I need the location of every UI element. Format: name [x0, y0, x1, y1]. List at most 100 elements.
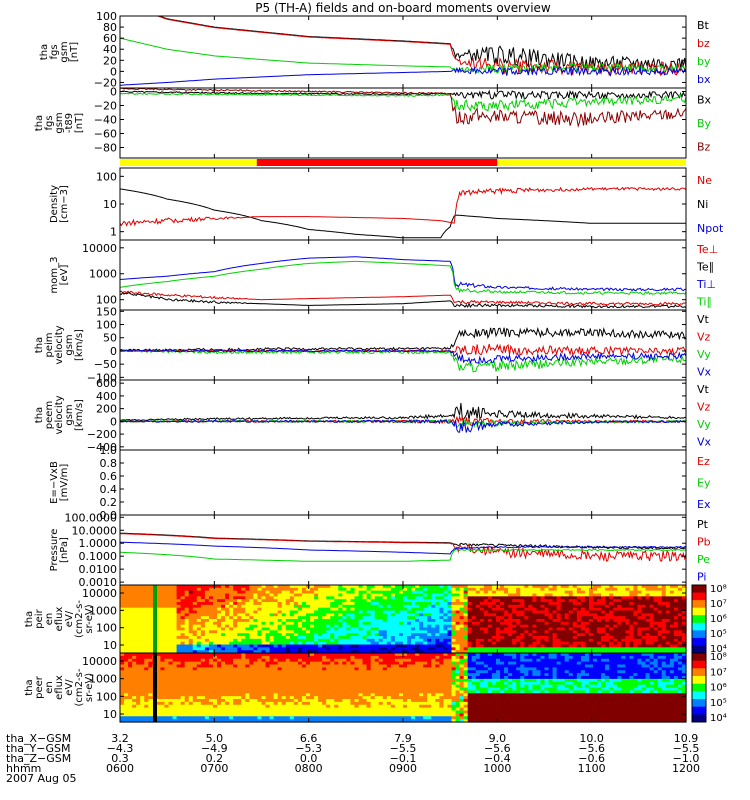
spectrogram-cell — [605, 619, 610, 623]
spectrogram-cell — [532, 604, 538, 609]
spectrogram-cell — [229, 604, 234, 609]
spectrogram-cell — [188, 719, 194, 723]
spectrogram-cell — [188, 590, 194, 595]
spectrogram-cell — [334, 610, 339, 614]
spectrogram-cell — [233, 699, 238, 703]
spectrogram-cell — [358, 633, 364, 637]
spectrogram-cell — [293, 719, 299, 723]
spectrogram-cell — [277, 587, 283, 592]
spectrogram-cell — [176, 641, 182, 646]
spectrogram-cell — [322, 593, 327, 597]
spectrogram-cell — [233, 641, 238, 646]
spectrogram-cell — [140, 653, 145, 657]
spectrogram-cell — [164, 607, 170, 612]
spectrogram-cell — [597, 638, 602, 643]
spectrogram-cell — [475, 602, 481, 606]
spectrogram-cell — [237, 713, 242, 717]
spectrogram-cell — [560, 641, 566, 646]
spectrogram-cell — [273, 670, 279, 674]
spectrogram-cell — [140, 607, 145, 612]
spectrogram-cell — [257, 667, 263, 671]
spectrogram-cell — [475, 644, 481, 648]
spectrogram-cell — [318, 687, 323, 691]
spectrogram-cell — [136, 690, 141, 694]
spectrogram-cell — [217, 684, 222, 689]
spectrogram-cell — [314, 650, 319, 654]
spectrogram-cell — [285, 619, 291, 623]
spectrogram-cell — [580, 610, 586, 614]
panel-frame — [119, 239, 687, 311]
spectrogram-cell — [148, 664, 153, 668]
spectrogram-cell — [310, 673, 315, 677]
spectrogram-cell — [580, 602, 586, 606]
spectrogram-cell — [516, 630, 521, 634]
spectrogram-cell — [370, 602, 376, 606]
spectrogram-cell — [245, 664, 250, 668]
panel-frame — [119, 87, 687, 159]
spectrogram-cell — [597, 599, 602, 603]
spectrogram-cell — [540, 610, 546, 614]
spectrogram-cell — [192, 701, 198, 706]
spectrogram-cell — [334, 621, 339, 626]
spectrogram-cell — [301, 647, 307, 651]
spectrogram-cell — [504, 613, 509, 617]
spectrogram-cell — [322, 710, 327, 714]
spectrogram-cell — [148, 613, 153, 617]
spectrogram-cell — [568, 602, 574, 606]
spectrogram-cell — [378, 621, 384, 626]
spectrogram-cell — [423, 630, 428, 634]
spectrogram-cell — [305, 716, 311, 720]
spectrogram-cell — [665, 641, 671, 646]
spectrogram-cell — [204, 585, 210, 589]
spectrogram-cell — [411, 616, 416, 620]
spectrogram-cell — [208, 713, 214, 717]
spectrogram-cell — [322, 699, 327, 703]
spectrogram-cell — [269, 699, 275, 703]
spectrogram-cell — [415, 638, 420, 643]
spectrogram-cell — [314, 661, 319, 666]
spectrogram-cell — [289, 704, 295, 709]
spectrogram-cell — [128, 699, 133, 703]
spectrogram-cell — [564, 604, 570, 609]
spectrogram-cell — [297, 655, 303, 660]
spectrogram-cell — [564, 596, 570, 600]
spectrogram-cell — [568, 638, 574, 643]
spectrogram-cell — [536, 644, 542, 648]
colorbar-segment — [692, 600, 706, 609]
spectrogram-cell — [451, 636, 457, 640]
spectrogram-cell — [504, 619, 509, 623]
spectrogram-cell — [338, 638, 343, 643]
spectrogram-cell — [172, 664, 178, 668]
spectrogram-cell — [148, 687, 153, 691]
spectrogram-cell — [144, 653, 149, 657]
spectrogram-cell — [584, 602, 590, 606]
spectrogram-cell — [124, 641, 129, 646]
spectrogram-cell — [229, 661, 234, 666]
spectrogram-cell — [491, 587, 497, 592]
spectrogram-cell — [346, 644, 352, 648]
spectrogram-cell — [281, 619, 287, 623]
spectrogram-cell — [253, 667, 259, 671]
spectrogram-cell — [184, 664, 190, 668]
spectrogram-cell — [293, 585, 299, 589]
spectrogram-cell — [649, 604, 655, 609]
spectrogram-cell — [257, 641, 263, 646]
spectrogram-cell — [407, 624, 412, 629]
spectrogram-cell — [301, 673, 307, 677]
spectrogram-cell — [556, 593, 562, 597]
spectrogram-cell — [475, 607, 481, 612]
spectrogram-cell — [495, 627, 501, 631]
spectrogram-cell — [673, 593, 679, 597]
spectrogram-cell — [184, 713, 190, 717]
spectrogram-cell — [338, 602, 343, 606]
spectrogram-cell — [564, 650, 570, 654]
spectrogram-cell — [281, 596, 287, 600]
spectrogram-cell — [124, 599, 129, 603]
spectrogram-cell — [645, 638, 651, 643]
spectrogram-cell — [184, 585, 190, 589]
spectrogram-cell — [431, 587, 436, 592]
spectrogram-cell — [221, 684, 226, 689]
spectrogram-cell — [326, 641, 331, 646]
spectrogram-cell — [350, 644, 356, 648]
